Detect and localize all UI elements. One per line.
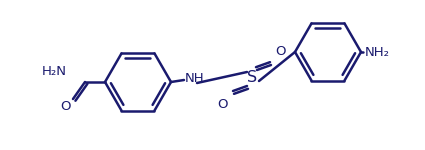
Text: NH₂: NH₂ bbox=[365, 45, 390, 58]
Text: O: O bbox=[218, 98, 228, 111]
Text: O: O bbox=[275, 45, 286, 58]
Text: S: S bbox=[247, 70, 257, 86]
Text: H₂N: H₂N bbox=[42, 65, 67, 78]
Text: O: O bbox=[60, 100, 71, 113]
Text: NH: NH bbox=[185, 72, 204, 86]
